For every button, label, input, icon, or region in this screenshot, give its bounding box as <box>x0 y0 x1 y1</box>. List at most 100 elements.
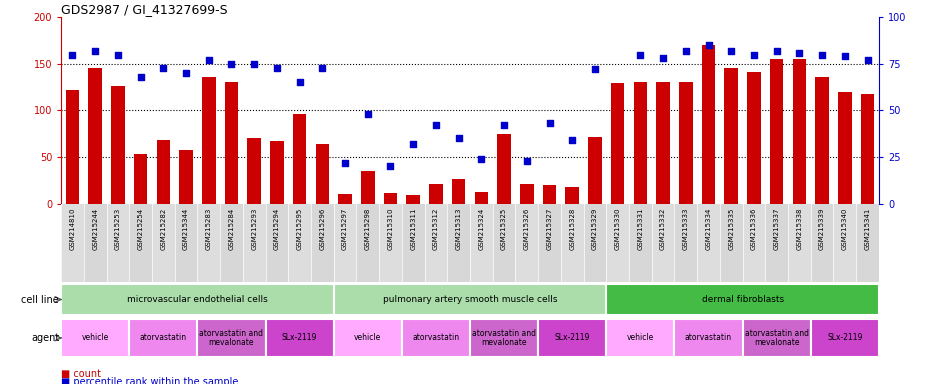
Text: GSM215335: GSM215335 <box>728 207 734 250</box>
Bar <box>61 284 334 315</box>
Text: GSM215344: GSM215344 <box>183 207 189 250</box>
Point <box>496 122 511 128</box>
Bar <box>675 319 743 357</box>
Bar <box>611 83 624 204</box>
Bar <box>243 204 266 282</box>
Text: GSM215254: GSM215254 <box>137 207 144 250</box>
Bar <box>834 204 856 282</box>
Point <box>246 61 261 67</box>
Point <box>156 65 171 71</box>
Text: GSM215244: GSM215244 <box>92 207 98 250</box>
Bar <box>770 59 784 204</box>
Text: GSM215325: GSM215325 <box>501 207 507 250</box>
Bar <box>133 154 148 204</box>
Text: GSM215328: GSM215328 <box>570 207 575 250</box>
Bar <box>815 77 829 204</box>
Text: GSM215336: GSM215336 <box>751 207 757 250</box>
Text: GSM215324: GSM215324 <box>478 207 484 250</box>
Text: GSM215332: GSM215332 <box>660 207 666 250</box>
Bar <box>334 319 402 357</box>
Point <box>542 120 557 126</box>
Bar <box>788 204 811 282</box>
Text: GSM215296: GSM215296 <box>320 207 325 250</box>
Point <box>451 135 466 141</box>
Text: ■ percentile rank within the sample: ■ percentile rank within the sample <box>61 377 239 384</box>
Point <box>701 42 716 48</box>
Bar <box>180 151 193 204</box>
Text: GSM215337: GSM215337 <box>774 207 779 250</box>
Point <box>679 48 694 54</box>
Text: GSM215293: GSM215293 <box>251 207 258 250</box>
Point <box>565 137 580 143</box>
Text: GSM215298: GSM215298 <box>365 207 370 250</box>
Text: agent: agent <box>31 333 59 343</box>
Bar <box>566 187 579 204</box>
Point <box>406 141 421 147</box>
Text: GSM215312: GSM215312 <box>433 207 439 250</box>
Bar <box>66 90 79 204</box>
Point <box>655 55 670 61</box>
Bar <box>493 204 515 282</box>
Point <box>838 53 853 60</box>
Point <box>65 51 80 58</box>
Point <box>292 79 307 86</box>
Bar <box>293 114 306 204</box>
Bar <box>629 204 651 282</box>
Bar <box>61 204 84 282</box>
Text: vehicle: vehicle <box>82 333 109 343</box>
Bar <box>539 204 561 282</box>
Bar <box>425 204 447 282</box>
Bar <box>520 184 534 204</box>
Bar <box>361 171 374 204</box>
Point <box>179 70 194 76</box>
Bar <box>270 141 284 204</box>
Text: GSM215311: GSM215311 <box>410 207 416 250</box>
Bar <box>130 319 197 357</box>
Bar <box>515 204 539 282</box>
Text: GSM215334: GSM215334 <box>706 207 712 250</box>
Text: atorvastatin: atorvastatin <box>413 333 460 343</box>
Bar <box>584 204 606 282</box>
Bar <box>88 68 102 204</box>
Bar <box>402 204 425 282</box>
Bar <box>856 204 879 282</box>
Text: microvascular endothelial cells: microvascular endothelial cells <box>127 295 268 304</box>
Bar <box>743 204 765 282</box>
Text: ■ count: ■ count <box>61 369 102 379</box>
Bar <box>84 204 106 282</box>
Point <box>815 51 830 58</box>
Bar <box>561 204 584 282</box>
Text: atorvastatin: atorvastatin <box>140 333 187 343</box>
Point <box>224 61 239 67</box>
Point <box>724 48 739 54</box>
Text: GSM215329: GSM215329 <box>592 207 598 250</box>
Point <box>429 122 444 128</box>
Bar <box>247 138 261 204</box>
Bar <box>606 204 629 282</box>
Text: GSM215284: GSM215284 <box>228 207 234 250</box>
Text: pulmonary artery smooth muscle cells: pulmonary artery smooth muscle cells <box>383 295 557 304</box>
Text: vehicle: vehicle <box>627 333 654 343</box>
Bar <box>266 204 289 282</box>
Bar <box>811 204 834 282</box>
Bar <box>111 86 125 204</box>
Bar <box>747 72 760 204</box>
Bar <box>475 192 488 204</box>
Text: GSM215253: GSM215253 <box>115 207 121 250</box>
Bar <box>311 204 334 282</box>
Text: GSM215310: GSM215310 <box>387 207 394 250</box>
Point <box>87 48 102 54</box>
Point <box>519 157 534 164</box>
Bar <box>197 319 266 357</box>
Point <box>360 111 375 117</box>
Bar <box>334 204 356 282</box>
Bar <box>202 77 215 204</box>
Text: vehicle: vehicle <box>354 333 382 343</box>
Text: atorvastatin and
mevalonate: atorvastatin and mevalonate <box>472 329 536 347</box>
Text: GSM215331: GSM215331 <box>637 207 643 250</box>
Text: dermal fibroblasts: dermal fibroblasts <box>701 295 784 304</box>
Bar <box>861 94 874 204</box>
Text: SLx-2119: SLx-2119 <box>827 333 863 343</box>
Bar <box>266 319 334 357</box>
Text: GSM215330: GSM215330 <box>615 207 620 250</box>
